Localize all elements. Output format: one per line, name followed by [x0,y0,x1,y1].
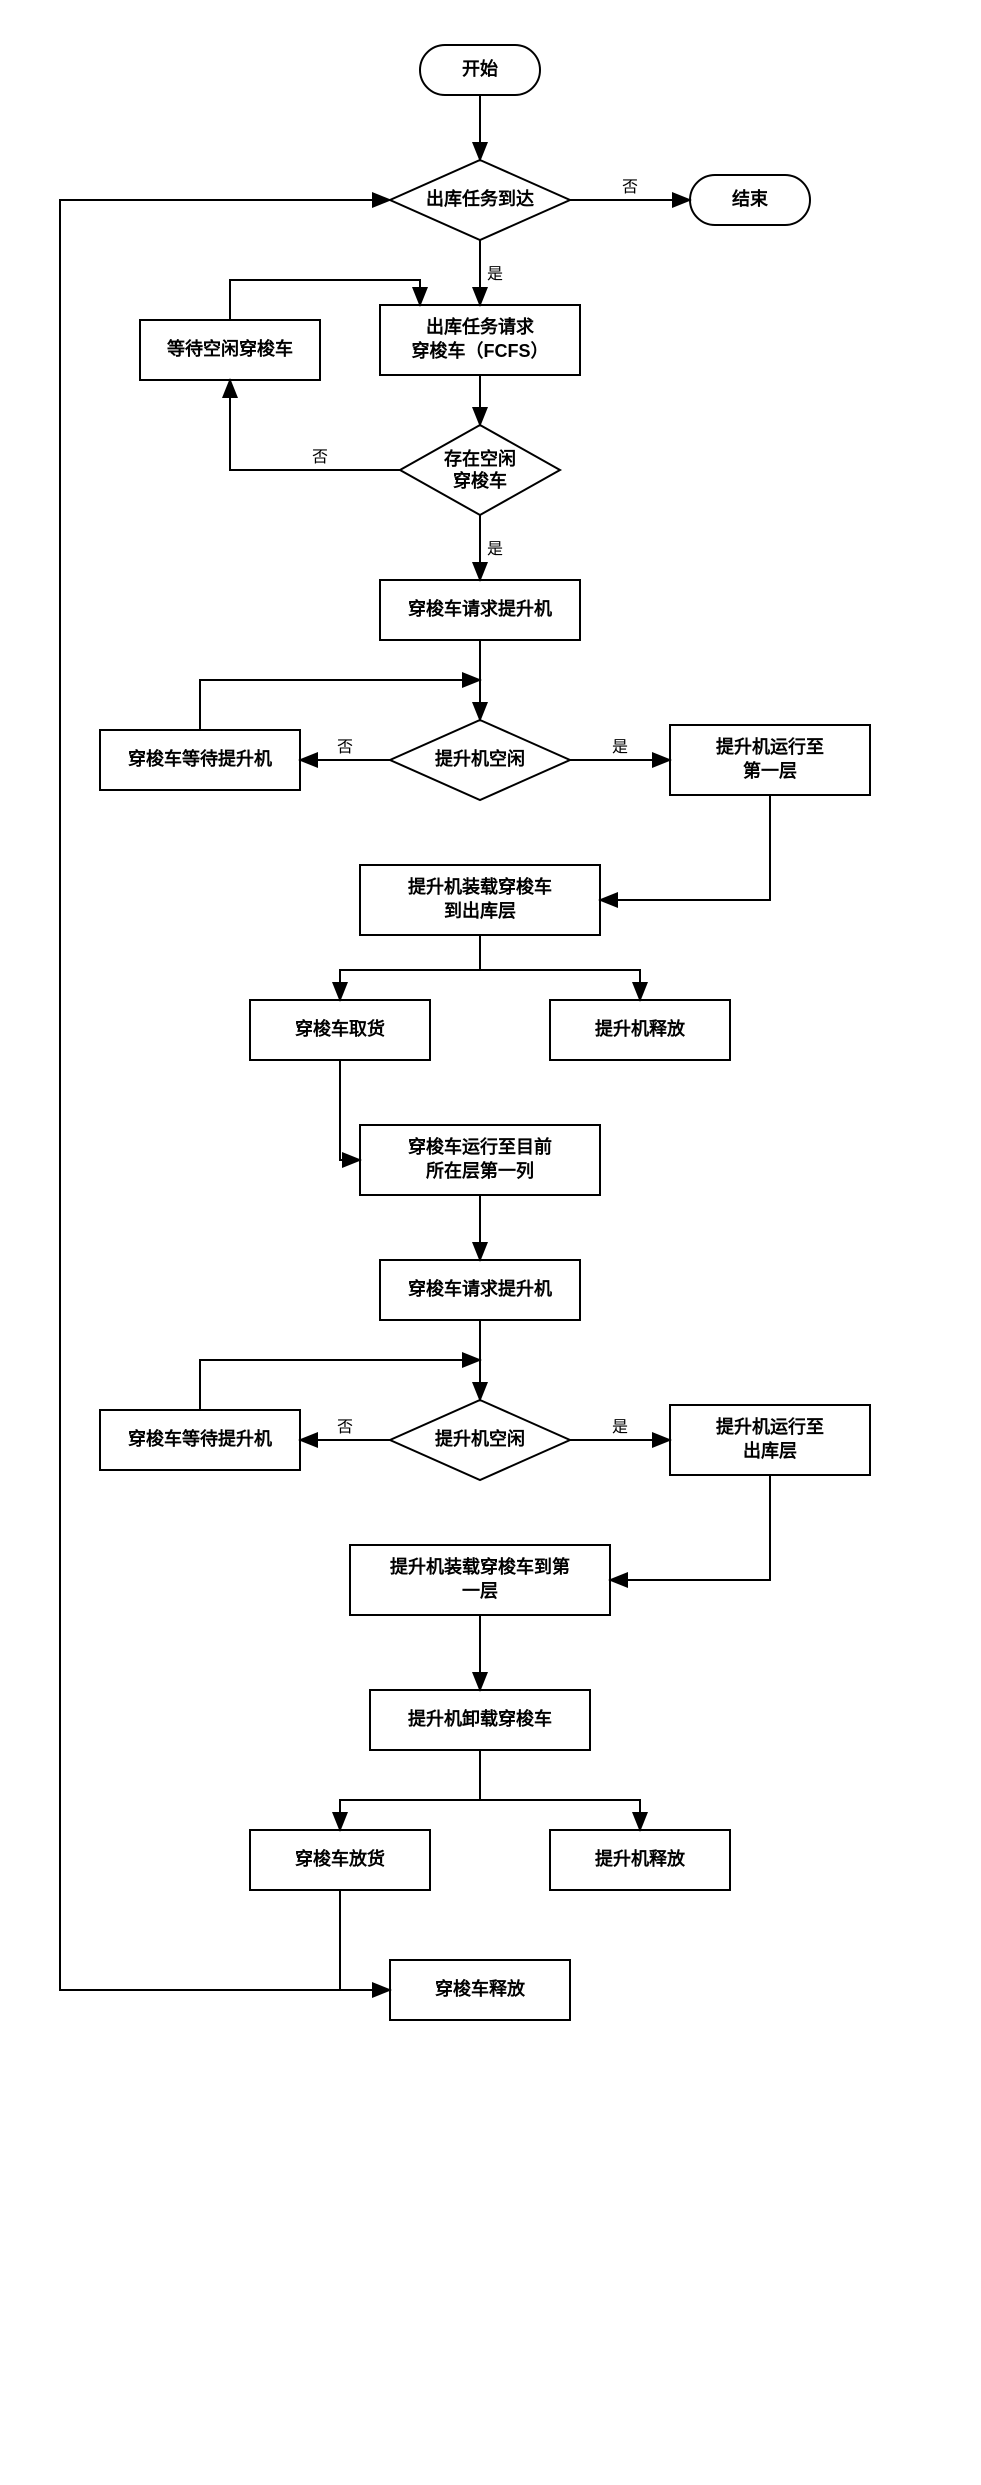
node-shuttle-wait-lift-1: 穿梭车等待提升机 [100,730,300,790]
node-lift-release-1: 提升机释放 [550,1000,730,1060]
label-task-yes: 是 [487,266,503,283]
flowchart-canvas: 开始 结束 出库任务到达 出库任务请求 穿梭车（FCFS） 等待空闲穿梭车 存在… [20,20,981,2120]
svg-text:穿梭车等待提升机: 穿梭车等待提升机 [128,748,272,769]
svg-text:提升机运行至: 提升机运行至 [716,1416,824,1437]
svg-text:穿梭车（FCFS）: 穿梭车（FCFS） [412,340,549,361]
node-shuttle-req-lift-2: 穿梭车请求提升机 [380,1260,580,1320]
node-idle-shuttle: 存在空闲 穿梭车 [400,425,560,515]
label-task-no: 否 [622,179,638,196]
node-wait-shuttle: 等待空闲穿梭车 [140,320,320,380]
svg-text:结束: 结束 [732,188,769,209]
svg-text:提升机运行至: 提升机运行至 [716,736,824,757]
svg-text:存在空闲: 存在空闲 [444,448,516,469]
node-lift-idle-2: 提升机空闲 [390,1400,570,1480]
node-lift-to-outlayer: 提升机运行至 出库层 [670,1405,870,1475]
svg-text:提升机装载穿梭车到第: 提升机装载穿梭车到第 [390,1556,570,1577]
edge-to-release1 [480,970,640,1000]
svg-text:到出库层: 到出库层 [444,900,516,921]
svg-text:穿梭车取货: 穿梭车取货 [295,1018,385,1039]
svg-text:一层: 一层 [462,1581,498,1601]
node-shuttle-release: 穿梭车释放 [390,1960,570,2020]
label-lift1-no: 否 [337,739,353,756]
svg-text:第一层: 第一层 [743,760,797,781]
svg-text:穿梭车运行至目前: 穿梭车运行至目前 [408,1136,552,1157]
edge-to-pick [340,970,480,1000]
label-lift1-yes: 是 [612,739,628,756]
svg-text:穿梭车: 穿梭车 [453,470,507,491]
svg-text:穿梭车释放: 穿梭车释放 [435,1978,526,1999]
node-task-arrive: 出库任务到达 [390,160,570,240]
node-lift-idle-1: 提升机空闲 [390,720,570,800]
node-lift-release-2: 提升机释放 [550,1830,730,1890]
node-lift-load-to-l1: 提升机装载穿梭车到第 一层 [350,1545,610,1615]
svg-text:提升机装载穿梭车: 提升机装载穿梭车 [408,876,552,897]
svg-text:出库任务请求: 出库任务请求 [426,316,535,337]
edge-waitlift1-back [200,680,480,730]
svg-text:所在层第一列: 所在层第一列 [426,1160,534,1181]
svg-text:提升机卸载穿梭车: 提升机卸载穿梭车 [408,1708,552,1729]
svg-text:出库任务到达: 出库任务到达 [426,188,534,209]
edge-outlayer-load [610,1475,770,1580]
node-shuttle-to-col1: 穿梭车运行至目前 所在层第一列 [360,1125,600,1195]
svg-text:提升机释放: 提升机释放 [595,1848,686,1869]
svg-text:穿梭车请求提升机: 穿梭车请求提升机 [408,598,552,619]
node-lift-to-layer1-a: 提升机运行至 第一层 [670,725,870,795]
edge-waitlift2-back [200,1360,480,1410]
label-lift2-yes: 是 [612,1419,628,1436]
edge-drop-release [340,1890,390,1990]
node-lift-unload: 提升机卸载穿梭车 [370,1690,590,1750]
svg-text:等待空闲穿梭车: 等待空闲穿梭车 [167,338,293,359]
node-req-shuttle: 出库任务请求 穿梭车（FCFS） [380,305,580,375]
node-shuttle-pick: 穿梭车取货 [250,1000,430,1060]
label-idle-no: 否 [312,449,328,466]
label-lift2-no: 否 [337,1419,353,1436]
node-shuttle-req-lift-1: 穿梭车请求提升机 [380,580,580,640]
node-shuttle-wait-lift-2: 穿梭车等待提升机 [100,1410,300,1470]
svg-text:提升机释放: 提升机释放 [595,1018,686,1039]
svg-text:穿梭车放货: 穿梭车放货 [295,1848,385,1869]
edge-pick-col1 [340,1060,360,1160]
node-end: 结束 [690,175,810,225]
svg-text:穿梭车等待提升机: 穿梭车等待提升机 [128,1428,272,1449]
edge-to-release2 [480,1800,640,1830]
node-shuttle-drop: 穿梭车放货 [250,1830,430,1890]
edge-to-drop [340,1800,480,1830]
svg-text:提升机空闲: 提升机空闲 [435,1428,525,1449]
edge-liftl1-to-load [600,795,770,900]
node-lift-load-out: 提升机装载穿梭车 到出库层 [360,865,600,935]
svg-text:开始: 开始 [462,58,498,79]
svg-text:提升机空闲: 提升机空闲 [435,748,525,769]
node-start: 开始 [420,45,540,95]
svg-text:出库层: 出库层 [743,1440,797,1461]
label-idle-yes: 是 [487,541,503,558]
svg-text:穿梭车请求提升机: 穿梭车请求提升机 [408,1278,552,1299]
